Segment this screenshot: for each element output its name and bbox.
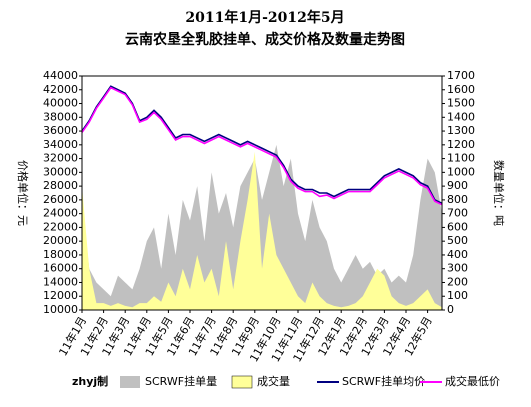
y-tick-label: 44000 [43, 69, 78, 82]
y2-tick-label: 1200 [447, 138, 475, 151]
line [81, 86, 443, 206]
y-tick-label: 42000 [43, 83, 78, 96]
y2-tick-label: 1500 [447, 97, 475, 110]
y2-tick-label: 1100 [447, 152, 475, 165]
legend-swatch [120, 376, 140, 388]
legend-label: 成交最低价 [445, 374, 500, 388]
y-tick-label: 14000 [43, 275, 78, 288]
area [82, 151, 442, 310]
y2-tick-label: 900 [447, 179, 468, 192]
y2-tick-label: 1300 [447, 124, 475, 137]
chart-subtitle: 云南农垦全乳胶挂单、成交价格及数量走势图 [125, 31, 405, 48]
y2-tick-label: 300 [447, 262, 468, 275]
y2-tick-label: 1700 [447, 69, 475, 82]
legend-label: SCRWF挂单量 [145, 374, 217, 388]
y-tick-label: 12000 [43, 289, 78, 302]
area [82, 144, 442, 310]
line [81, 85, 443, 205]
y-tick-label: 34000 [43, 138, 78, 151]
y2-tick-label: 800 [447, 193, 468, 206]
y2-axis-label: 数量单位：吨 [492, 160, 506, 226]
y2-tick-label: 500 [447, 234, 468, 247]
y2-tick-label: 700 [447, 207, 468, 220]
y-tick-label: 36000 [43, 124, 78, 137]
y-tick-label: 32000 [43, 152, 78, 165]
legend-swatch [231, 375, 253, 389]
y-tick-label: 10000 [43, 303, 78, 316]
y2-tick-label: 1600 [447, 83, 475, 96]
y-tick-label: 16000 [43, 262, 78, 275]
y-axis-label: 价格单位：元 [16, 160, 30, 226]
y-tick-label: 26000 [43, 193, 78, 206]
y-tick-label: 24000 [43, 207, 78, 220]
y2-tick-label: 0 [447, 303, 454, 316]
y-tick-label: 22000 [43, 220, 78, 233]
y2-tick-label: 400 [447, 248, 468, 261]
y-tick-label: 38000 [43, 110, 78, 123]
legend-label: SCRWF挂单均价 [342, 374, 425, 388]
y2-tick-label: 200 [447, 275, 468, 288]
y-tick-label: 20000 [43, 234, 78, 247]
plot-frame [81, 75, 443, 311]
y2-tick-label: 1400 [447, 110, 475, 123]
y2-tick-label: 1000 [447, 165, 475, 178]
note: zhyj制 [72, 374, 108, 388]
y2-tick-label: 600 [447, 220, 468, 233]
y-tick-label: 18000 [43, 248, 78, 261]
y2-tick-label: 100 [447, 289, 468, 302]
legend-label: 成交量 [257, 374, 290, 388]
y-tick-label: 30000 [43, 165, 78, 178]
chart-title: 2011年1月-2012年5月 [185, 9, 344, 26]
y-tick-label: 40000 [43, 97, 78, 110]
y-tick-label: 28000 [43, 179, 78, 192]
